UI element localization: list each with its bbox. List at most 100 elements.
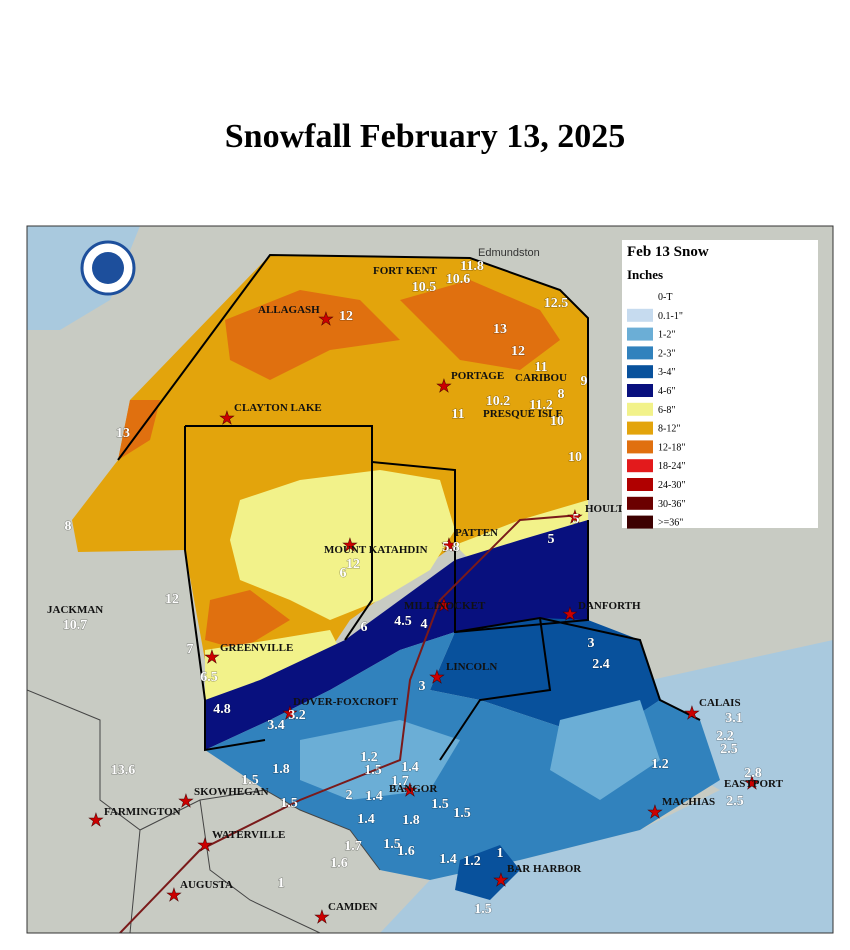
snow-report: 12 [339,309,353,324]
snow-report: 10.6 [446,272,471,287]
legend-swatch [627,496,653,510]
nws-logo-core [92,252,124,284]
city-star: ★ [441,535,457,555]
city-star: ★ [88,810,104,830]
legend-swatch [627,515,653,529]
snow-report: 1.6 [397,844,415,859]
legend: Feb 13 Snow Inches 0-T 0.1-1" 1-2" 2-3" 3-4"… [622,240,818,529]
snow-report: 3 [588,636,595,651]
snow-report: 5 [548,532,555,547]
water [380,640,833,933]
snow-report: 1.4 [439,852,457,867]
city-star: ★ [318,309,334,329]
city-label: SKOWHEGAN [194,786,269,798]
snow-report: 12.5 [544,296,569,311]
city-label: CAMDEN [328,901,378,913]
legend-label: 30-36" [658,499,685,510]
snow-report: 13 [116,426,130,441]
city-label: PRESQUE ISLE [483,408,563,420]
snow-report: 4.8 [213,702,231,717]
map-frame [26,225,834,934]
snow-report: 10.2 [486,394,511,409]
snow-report: 2.4 [592,657,610,672]
legend-box [622,240,818,528]
snow-report: 9 [581,374,588,389]
city-label: AUGUSTA [180,879,233,891]
snow-report: 4.5 [394,614,412,629]
city-label: CLAYTON LAKE [234,402,322,414]
snow-report: 1.5 [241,773,259,788]
legend-swatch [627,346,653,360]
snow-report: 1.2 [651,757,669,772]
snow-report: 3.4 [267,718,285,733]
legend-label: 0.1-1" [658,311,683,322]
legend-label: 4-6" [658,386,675,397]
snow-report: 1.4 [365,789,383,804]
snow-report: 8 [65,519,72,534]
legend-label: 18-24" [658,461,685,472]
city-star: ★ [436,595,452,615]
snow-report: 1.6 [330,856,348,871]
legend-swatch [627,327,653,341]
snow-report: 1 [278,876,285,891]
map-title: Snowfall February 13, 2025 [224,118,626,155]
snow-report: 2.5 [720,742,738,757]
snow-report: 13.6 [111,763,136,778]
city-star: ★ [219,408,235,428]
snow-report: 8 [558,387,565,402]
snow-report: 1.8 [272,762,290,777]
snow-report: 2.5 [726,794,744,809]
city-label: DANFORTH [578,600,641,612]
snow-report: 12 [511,344,525,359]
county-borders [117,253,701,761]
snow-report: 6.5 [200,670,218,685]
legend-swatch [627,478,653,491]
city-label: CARIBOU [515,372,567,384]
city-star: ★ [647,802,663,822]
snow-report: 12 [165,592,179,607]
legend-swatch [627,365,653,379]
legend-label: 6-8" [658,405,675,416]
snow-report: 1.5 [453,806,471,821]
city-star: ★ [402,780,418,800]
legend-swatch [627,440,653,454]
legend-label: 12-18" [658,442,685,453]
town-lines [27,689,381,933]
city-label: JACKMAN [47,604,103,616]
snow-report: 2.8 [744,766,762,781]
legend-swatch [627,290,653,303]
city-label: CALAIS [699,697,741,709]
city-star: ★ [493,870,509,890]
snow-report: 3 [419,679,426,694]
city-label: BANGOR [389,783,438,795]
city-star: ★ [197,835,213,855]
interstate [119,514,581,933]
snow-report: 4 [421,617,428,632]
snow-report: 10.7 [63,618,88,633]
legend-label: 0-T [658,292,672,303]
city-star: ★ [562,604,578,624]
snow-report: 11 [451,407,464,422]
city-label: ALLAGASH [258,304,320,316]
legend-label: 24-30" [658,480,685,491]
snow-report: 10.5 [412,280,437,295]
snow-report: 7 [187,642,194,657]
legend-label: >=36" [658,518,683,529]
legend-units: Inches [627,267,663,282]
city-label: PATTEN [455,527,498,539]
legend-swatch [627,308,653,322]
city-star: ★ [314,907,330,927]
snow-report: 2.2 [716,729,734,744]
snow-report: 6 [361,620,368,635]
city-star: ★ [429,667,445,687]
snow-report: 1 [497,846,504,861]
legend-label: 8-12" [658,424,680,435]
city-star: ★ [204,647,220,667]
snow-report: 1.5 [364,763,382,778]
snow-report: 1.7 [344,839,362,854]
snow-report: 11 [534,360,547,375]
snow-report: 1.5 [431,797,449,812]
city-label: GREENVILLE [220,642,293,654]
